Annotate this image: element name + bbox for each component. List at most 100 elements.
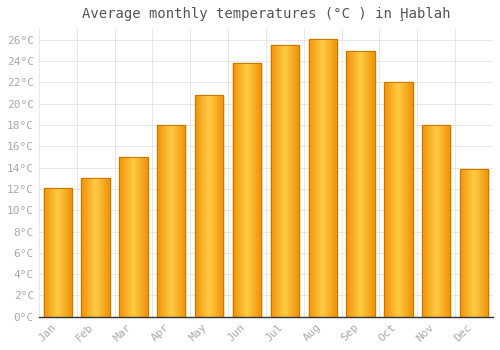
Bar [429,125,430,317]
Bar [438,125,439,317]
Bar [71,188,72,317]
Bar [48,188,49,317]
Bar [172,125,173,317]
Bar [296,45,297,317]
Bar [157,125,186,317]
Bar [321,38,322,317]
Bar [315,38,316,317]
Bar [332,38,333,317]
Bar [336,38,337,317]
Bar [309,38,310,317]
Bar [465,169,466,317]
Bar [142,157,143,317]
Bar [482,169,483,317]
Bar [469,169,470,317]
Bar [195,95,224,317]
Bar [251,63,252,317]
Bar [107,178,108,317]
Bar [270,45,299,317]
Bar [426,125,427,317]
Bar [88,178,89,317]
Bar [290,45,291,317]
Bar [398,82,399,317]
Bar [310,38,311,317]
Bar [246,63,247,317]
Bar [239,63,240,317]
Bar [179,125,180,317]
Bar [313,38,314,317]
Bar [308,38,309,317]
Bar [184,125,185,317]
Bar [387,82,388,317]
Bar [69,188,70,317]
Bar [444,125,445,317]
Bar [400,82,402,317]
Bar [237,63,238,317]
Bar [129,157,130,317]
Bar [293,45,294,317]
Bar [128,157,129,317]
Bar [366,51,367,317]
Bar [51,188,52,317]
Bar [174,125,176,317]
Bar [60,188,61,317]
Bar [242,63,243,317]
Bar [205,95,206,317]
Bar [133,157,134,317]
Bar [125,157,126,317]
Bar [409,82,410,317]
Bar [473,169,474,317]
Bar [476,169,477,317]
Bar [82,178,83,317]
Bar [99,178,100,317]
Bar [132,157,133,317]
Bar [329,38,330,317]
Bar [274,45,275,317]
Bar [70,188,71,317]
Bar [363,51,364,317]
Bar [62,188,63,317]
Bar [463,169,464,317]
Bar [65,188,66,317]
Bar [55,188,56,317]
Bar [138,157,139,317]
Bar [411,82,412,317]
Bar [317,38,318,317]
Bar [330,38,331,317]
Bar [218,95,219,317]
Bar [391,82,392,317]
Bar [214,95,215,317]
Bar [164,125,165,317]
Bar [49,188,50,317]
Bar [285,45,286,317]
Bar [346,51,375,317]
Bar [403,82,404,317]
Bar [385,82,386,317]
Bar [127,157,128,317]
Bar [196,95,197,317]
Bar [399,82,400,317]
Bar [109,178,110,317]
Bar [357,51,358,317]
Bar [390,82,391,317]
Bar [141,157,142,317]
Bar [407,82,408,317]
Bar [124,157,125,317]
Bar [362,51,363,317]
Bar [479,169,480,317]
Bar [161,125,162,317]
Bar [95,178,96,317]
Bar [66,188,67,317]
Bar [440,125,441,317]
Bar [221,95,222,317]
Bar [286,45,287,317]
Bar [477,169,478,317]
Bar [178,125,179,317]
Bar [384,82,385,317]
Bar [137,157,138,317]
Bar [100,178,102,317]
Bar [394,82,395,317]
Bar [85,178,86,317]
Bar [446,125,447,317]
Bar [197,95,198,317]
